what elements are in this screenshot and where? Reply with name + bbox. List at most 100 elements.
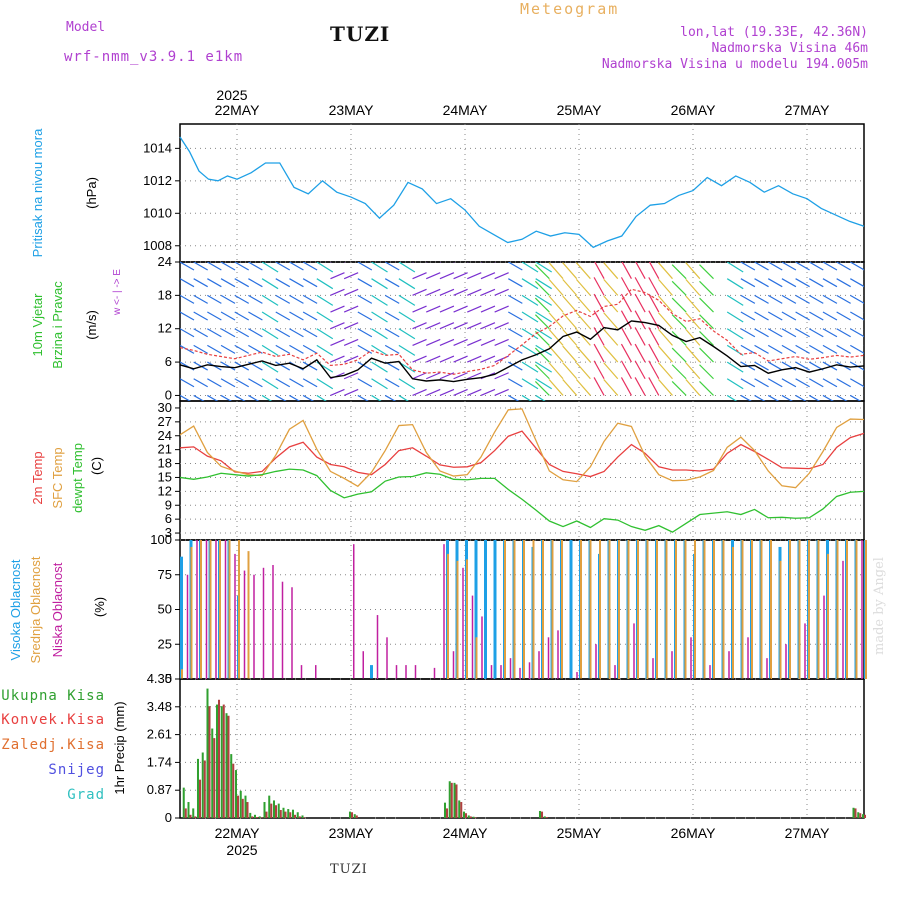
y-tick-label: 3 [165,525,172,540]
wind-arrow [316,294,334,306]
precip-conv-bar [355,815,358,818]
y-tick-label: 1010 [143,205,172,220]
cloud-low-bar [186,574,189,679]
wind-arrow [453,338,468,346]
wind-arrow [795,394,807,401]
wind-arrow [603,329,619,346]
wind-arrow [275,294,291,304]
cloud-high-bar [180,556,183,679]
precip-conv-bar [859,813,862,818]
y-tick-label: 1.74 [147,754,172,769]
wind-arrow [330,338,345,346]
wind-arrow [412,288,427,296]
cloud-mid-bar [475,637,478,679]
y-tick-label: 24 [158,254,172,269]
precip-conv-bar [199,779,202,818]
day-label-top: 23MAY [329,102,375,118]
precip-conv-bar [284,811,287,818]
wind-arrow [207,278,222,288]
precip-total-bar [211,728,214,818]
wind-arrow [850,294,864,304]
wind-arrow [343,305,359,313]
wind-arrow [316,328,334,340]
wind-arrow [648,343,660,363]
wind-arrow [480,355,496,363]
y-tick-label: 1008 [143,238,172,253]
wind-arrow [534,381,550,396]
wind-arrow [685,278,701,296]
wind-arrow [648,277,660,296]
wind-arrow [439,355,455,363]
wind-arrow [648,360,660,380]
wind-arrow [384,311,400,321]
cloud-ylabel-high: Visoka Oblacnost [8,559,23,660]
pressure-frame [179,123,865,263]
wind-arrow [575,345,591,363]
wind-arrow [371,262,388,273]
wind-arrow [180,394,191,401]
wind-arrow [316,344,334,356]
y-tick-label: 0 [165,810,172,825]
precip-total-bar [196,758,199,818]
precip-total-bar [462,811,465,818]
wind-arrow [193,311,208,321]
wind-arrow [863,295,864,297]
y-tick-label: 2.61 [147,727,172,742]
dewpoint-line [179,468,865,533]
y-tick-label: 21 [158,442,172,457]
wind-arrow [808,328,824,338]
wind-arrow [316,278,334,290]
wind-arrow [439,338,455,346]
cloud-low-bar [709,665,711,679]
sfc-temp-line [179,408,865,489]
day-label-top: 26MAY [671,102,717,118]
wind-arrow [836,278,851,288]
precip-conv-bar [218,699,221,818]
wind-arrow [384,262,400,271]
y-tick-label: 24 [158,428,172,443]
wind-arrow [534,297,550,313]
wind-arrow [621,262,632,279]
wind-arrow [289,278,304,288]
cloud-high-bar [474,540,478,679]
wind-arrow [289,328,304,338]
footer-station: TUZI [330,862,368,877]
pressure-unit: (hPa) [84,177,99,209]
wind-arrow [453,322,468,330]
wind-arrow [220,394,232,401]
wind-arrow [836,394,848,401]
precip-total-bar [458,800,461,818]
wind-arrow [521,328,539,340]
wind-arrow [521,278,539,290]
y-tick-label: 50 [158,602,172,617]
wind-arrow [754,378,769,388]
wind-arrow [330,272,345,280]
precip-conv-bar [465,813,468,818]
wind-arrow [535,361,552,373]
cloud-mid-bar [865,540,867,679]
wind-arrow [658,362,673,380]
wind-arrow [467,262,469,263]
wind-arrow [534,347,550,363]
cloud-mid-bar [504,540,506,679]
station-title: TUZI [330,22,391,46]
wind-arrow [548,329,564,346]
wind-arrow [671,262,673,263]
wind-arrow [261,294,279,306]
wind-arrow [699,347,714,363]
cloud-low-bar [576,672,578,679]
precip-total-bar [852,807,855,818]
wind-arrow [302,394,315,401]
wind-arrow [740,311,756,321]
wind-arrow [426,388,441,396]
wind-arrow [726,361,744,373]
wind-arrow [398,344,416,356]
wind-arrow [808,394,821,401]
wind-arrow [371,294,388,306]
wind-arrow [207,311,222,321]
wind-arrow [480,262,483,263]
wind-arrow [289,344,304,354]
wind-arrow [754,262,769,271]
wind-arrow [634,327,646,346]
wind-arrow [467,322,482,330]
